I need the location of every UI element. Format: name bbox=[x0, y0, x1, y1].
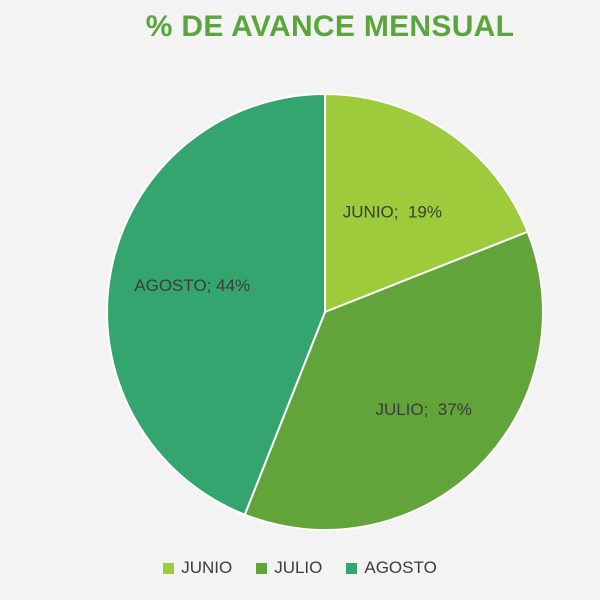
legend-item-junio: JUNIO bbox=[163, 558, 232, 578]
legend-swatch-junio bbox=[163, 562, 175, 574]
legend-label-julio: JULIO bbox=[274, 558, 323, 577]
legend-item-agosto: AGOSTO bbox=[346, 558, 437, 578]
data-label-junio: JUNIO; 19% bbox=[343, 202, 442, 221]
legend-label-junio: JUNIO bbox=[181, 558, 233, 577]
legend: JUNIO JULIO AGOSTO bbox=[0, 558, 600, 578]
chart-title: % DE AVANCE MENSUAL bbox=[145, 10, 515, 43]
legend-label-agosto: AGOSTO bbox=[364, 558, 437, 577]
data-label-agosto: AGOSTO; 44% bbox=[134, 276, 250, 295]
legend-swatch-agosto bbox=[346, 562, 358, 574]
pie-slice-agosto bbox=[106, 92, 326, 516]
pie-slice-julio bbox=[243, 230, 544, 531]
legend-swatch-julio bbox=[256, 562, 268, 574]
data-label-julio: JULIO; 37% bbox=[375, 400, 471, 419]
legend-item-julio: JULIO bbox=[256, 558, 322, 578]
pie-slice-junio bbox=[324, 92, 529, 314]
